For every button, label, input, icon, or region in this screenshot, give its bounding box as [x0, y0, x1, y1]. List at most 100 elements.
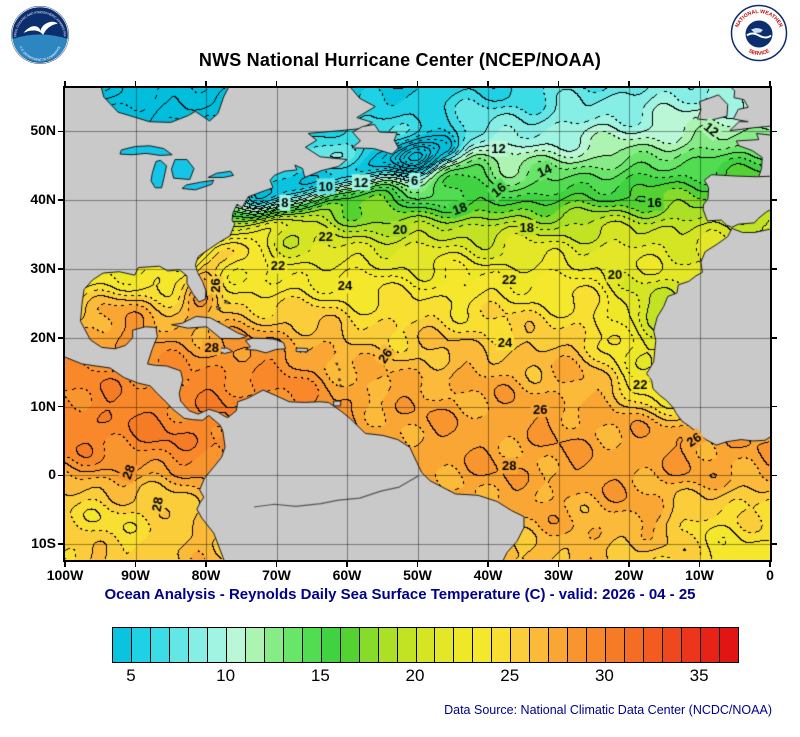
lon-tickmark-top: [64, 81, 66, 86]
colorbar-cell: [454, 628, 474, 662]
lon-tickmark-bottom: [275, 562, 278, 567]
colorbar-tick-label: 10: [216, 666, 236, 685]
nws-ring-text-bottom: SERVICE: [747, 48, 771, 57]
lat-tick-label: 10N: [30, 397, 56, 414]
lon-tickmark-top: [134, 81, 137, 86]
lon-tick-label: 0: [766, 567, 774, 583]
colorbar-cell: [283, 628, 303, 662]
colorbar-cell: [302, 628, 322, 662]
colorbar-cell: [264, 628, 284, 662]
nws-logo: NATIONAL WEATHER SERVICE: [730, 4, 788, 62]
lon-tickmark-bottom: [205, 562, 207, 567]
colorbar-cell: [245, 628, 265, 662]
colorbar-tick-label: 30: [594, 666, 614, 685]
lat-tickmark-left: [58, 199, 63, 201]
lon-tick-label: 40W: [473, 567, 503, 583]
lat-tickmark-left: [58, 268, 63, 270]
colorbar-cell: [625, 628, 645, 662]
lon-tick-label: 90W: [121, 567, 150, 583]
colorbar-cell: [188, 628, 208, 662]
colorbar-cell: [378, 628, 398, 662]
colorbar-cell: [169, 628, 189, 662]
lat-tickmark-left: [58, 543, 63, 545]
lon-tickmark-bottom: [628, 562, 630, 567]
page-title: NWS National Hurricane Center (NCEP/NOAA…: [198, 50, 602, 70]
colorbar-cell: [435, 628, 455, 662]
svg-text:SERVICE: SERVICE: [747, 48, 771, 57]
lon-tickmark-bottom: [487, 562, 489, 567]
colorbar-tick-label: 5: [126, 666, 136, 685]
colorbar-cell: [701, 628, 720, 662]
colorbar-cell: [530, 628, 550, 662]
lat-tickmark-left: [58, 405, 63, 408]
noaa-logo: NATIONAL OCEANIC AND ATMOSPHERIC ADMINIS…: [10, 5, 69, 64]
colorbar-cell: [644, 628, 664, 662]
lon-tickmark-top: [275, 81, 278, 86]
lat-tick-label: 40N: [30, 191, 56, 208]
colorbar-cell: [473, 628, 493, 662]
colorbar: [112, 627, 739, 663]
lat-tick-label: 20N: [30, 328, 56, 345]
map-frame: [63, 86, 772, 562]
lon-tick-label: 60W: [332, 567, 362, 583]
map-caption: Ocean Analysis - Reynolds Daily Sea Surf…: [104, 586, 696, 603]
lon-tick-label: 20W: [614, 567, 644, 583]
lon-tickmark-top: [487, 81, 489, 86]
lat-tickmark-right: [772, 130, 777, 133]
lon-tickmark-top: [628, 81, 630, 86]
colorbar-cell: [131, 628, 151, 662]
lat-tickmark-left: [58, 130, 63, 133]
colorbar-cell: [568, 628, 588, 662]
lon-tickmark-bottom: [64, 562, 66, 567]
lat-tick-label: 30N: [30, 259, 56, 276]
lon-tickmark-top: [205, 81, 207, 86]
colorbar-tick-label: 20: [405, 666, 425, 685]
lon-tick-label: 30W: [544, 567, 573, 583]
colorbar-cell: [549, 628, 569, 662]
lon-tick-label: 50W: [403, 567, 432, 583]
lon-tickmark-top: [557, 81, 560, 86]
colorbar-cell: [113, 628, 132, 662]
lon-tickmark-bottom: [698, 562, 701, 567]
colorbar-cell: [511, 628, 531, 662]
lon-tickmark-top: [698, 81, 701, 86]
colorbar-cell: [587, 628, 607, 662]
lat-tickmark-right: [772, 199, 777, 201]
lon-tick-label: 100W: [46, 567, 84, 583]
colorbar-cell: [682, 628, 702, 662]
lon-tickmark-top: [769, 81, 771, 86]
lon-tick-label: 70W: [262, 567, 291, 583]
sst-map-canvas: [65, 88, 770, 560]
colorbar-cell: [720, 628, 738, 662]
lat-tickmark-right: [772, 474, 777, 477]
colorbar-cell: [207, 628, 227, 662]
lat-tick-label: 10S: [31, 535, 56, 552]
lon-tick-label: 80W: [191, 567, 221, 583]
colorbar-cell: [359, 628, 379, 662]
lat-tick-label: 50N: [30, 122, 56, 139]
colorbar-cell: [397, 628, 417, 662]
colorbar-cell: [416, 628, 436, 662]
lat-tickmark-right: [772, 337, 777, 339]
lat-tick-label: 0: [48, 466, 56, 483]
lat-tickmark-right: [772, 543, 777, 545]
colorbar-tick-label: 35: [689, 666, 709, 685]
colorbar-tick-label: 15: [310, 666, 330, 685]
colorbar-cell: [150, 628, 170, 662]
lat-tickmark-left: [58, 337, 63, 339]
lon-tickmark-bottom: [134, 562, 137, 567]
lat-tickmark-left: [58, 474, 63, 477]
colorbar-cell: [321, 628, 341, 662]
data-source-text: Data Source: National Climatic Data Cent…: [444, 703, 772, 717]
lat-tickmark-right: [772, 268, 777, 270]
colorbar-cell: [492, 628, 512, 662]
colorbar-tick-label: 25: [500, 666, 520, 685]
colorbar-cell: [606, 628, 626, 662]
lon-tickmark-top: [416, 81, 419, 86]
lat-tickmark-right: [772, 405, 777, 408]
lon-tickmark-bottom: [346, 562, 348, 567]
lon-tickmark-top: [346, 81, 348, 86]
lon-tick-label: 10W: [685, 567, 714, 583]
lon-tickmark-bottom: [416, 562, 419, 567]
